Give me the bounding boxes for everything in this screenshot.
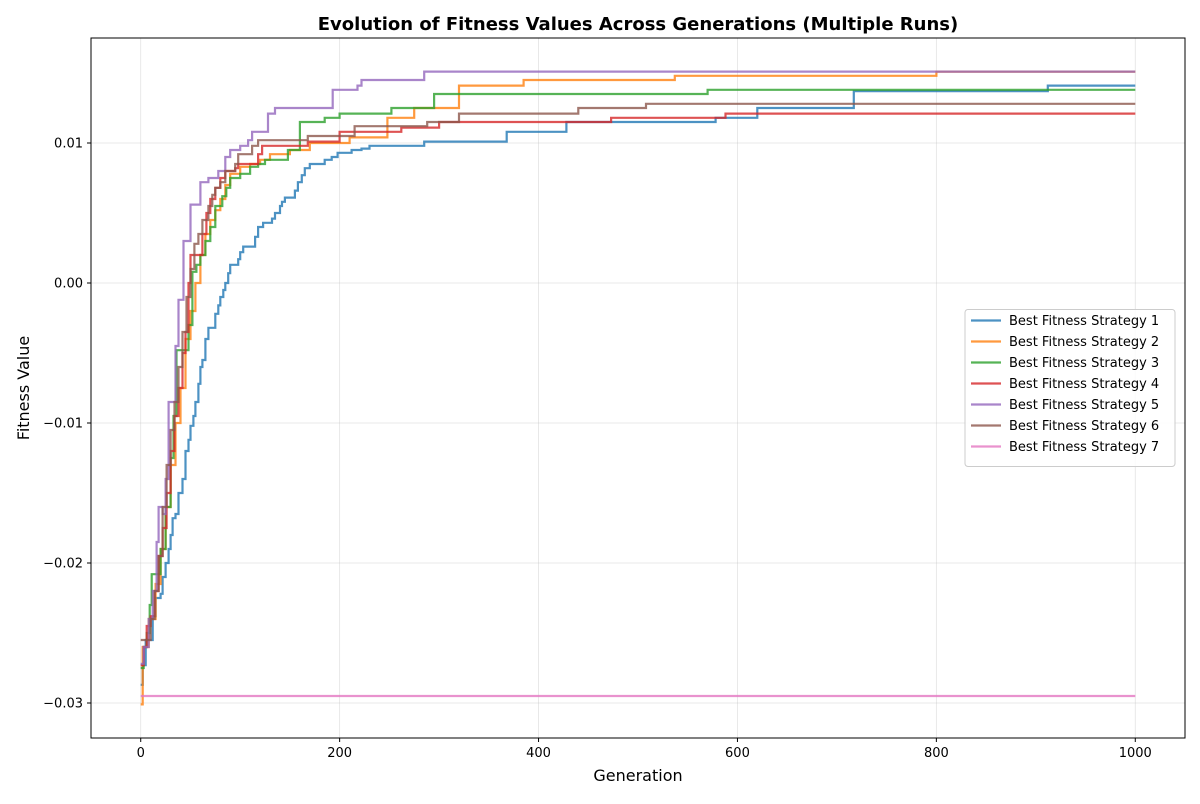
series-line-5	[140, 70, 1136, 665]
x-tick-label: 400	[526, 746, 551, 761]
legend-box	[964, 309, 1176, 467]
series-line-3	[140, 88, 1136, 670]
legend-label: Best Fitness Strategy 2	[1009, 335, 1159, 350]
legend-label: Best Fitness Strategy 5	[1009, 398, 1159, 413]
y-axis-label: Fitness Value	[14, 336, 33, 440]
legend-label: Best Fitness Strategy 7	[1009, 440, 1159, 455]
y-tick-label: −0.02	[43, 557, 83, 572]
series-line-6	[140, 102, 1136, 642]
y-tick-label: 0.01	[54, 137, 83, 152]
x-axis-label: Generation	[593, 766, 682, 785]
plot-area-frame	[90, 37, 1186, 739]
legend-label: Best Fitness Strategy 4	[1009, 377, 1159, 392]
series-line-1	[140, 84, 1136, 686]
x-tick-label: 1000	[1119, 746, 1152, 761]
y-tick-label: 0.00	[54, 277, 83, 292]
x-tick-label: 200	[327, 746, 352, 761]
y-tick-label: −0.03	[43, 697, 83, 712]
y-tick-label: −0.01	[43, 417, 83, 432]
legend: Best Fitness Strategy 1 Best Fitness Stra…	[964, 309, 1176, 467]
series-lines	[140, 70, 1136, 706]
x-tick-label: 800	[924, 746, 949, 761]
x-tick-label: 0	[137, 746, 145, 761]
legend-label: Best Fitness Strategy 3	[1009, 356, 1159, 371]
x-tick-label: 600	[725, 746, 750, 761]
x-axis-ticks: 0 200 400 600 800 1000	[137, 738, 1152, 761]
y-axis-ticks: −0.03 −0.02 −0.01 0.00 0.01	[43, 137, 91, 712]
legend-label: Best Fitness Strategy 1	[1009, 314, 1159, 329]
legend-label: Best Fitness Strategy 6	[1009, 419, 1159, 434]
chart-title: Evolution of Fitness Values Across Gener…	[318, 14, 958, 35]
